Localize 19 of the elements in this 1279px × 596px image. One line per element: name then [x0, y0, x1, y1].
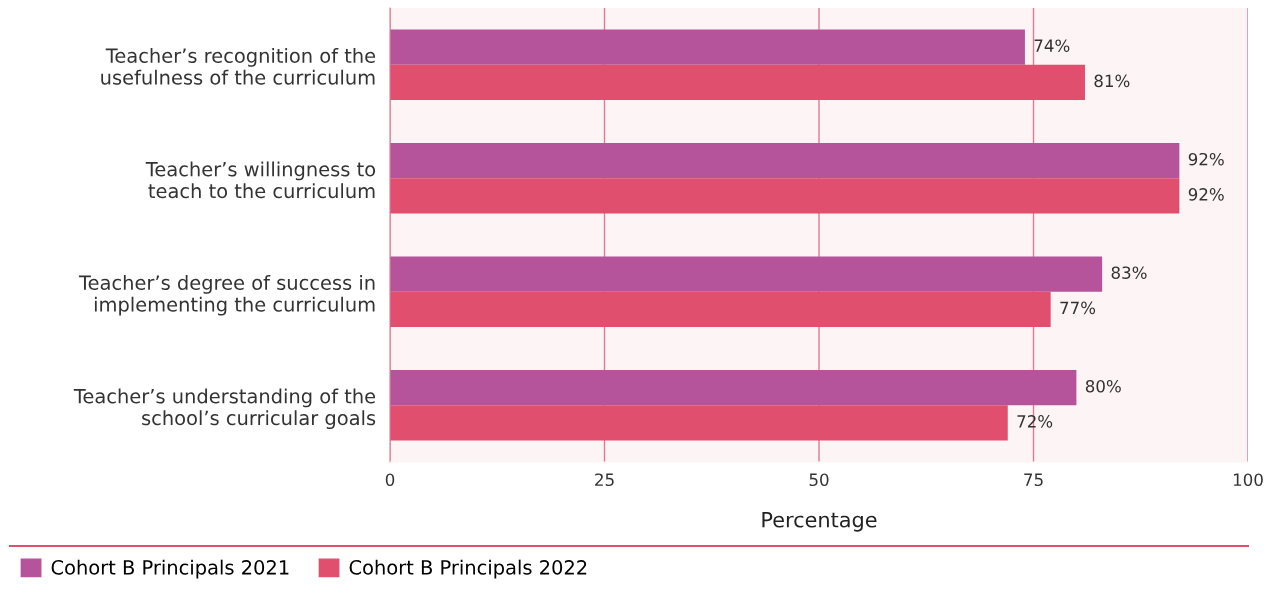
legend-label: Cohort B Principals 2021 — [51, 559, 289, 579]
data-label: 74% — [1034, 39, 1070, 52]
y-tick-label: Teacher’s willingness to teach to the curriculum — [145, 161, 376, 199]
legend-label: Cohort B Principals 2022 — [349, 559, 587, 579]
y-tick-label: Teacher’s recognition of the usefulness of the curriculum — [101, 47, 376, 85]
data-label: 80% — [1085, 379, 1121, 393]
x-tick-label: 25 — [595, 473, 614, 487]
data-label: 83% — [1111, 266, 1147, 279]
x-tick-label: 0 — [385, 473, 395, 487]
x-axis-title: Percentage — [762, 512, 877, 532]
x-tick-label: 100 — [1233, 473, 1263, 487]
data-label: 92% — [1188, 188, 1224, 201]
x-tick-label: 75 — [1024, 473, 1043, 487]
data-label: 81% — [1094, 74, 1130, 88]
data-label: 92% — [1188, 152, 1224, 166]
y-tick-label: Teacher’s understanding of the school’s curricular goals — [73, 388, 376, 430]
x-tick-label: 50 — [809, 473, 829, 487]
data-label: 77% — [1060, 301, 1096, 315]
y-tick-label: Teacher’s degree of success in implementing the curriculum — [78, 274, 375, 316]
